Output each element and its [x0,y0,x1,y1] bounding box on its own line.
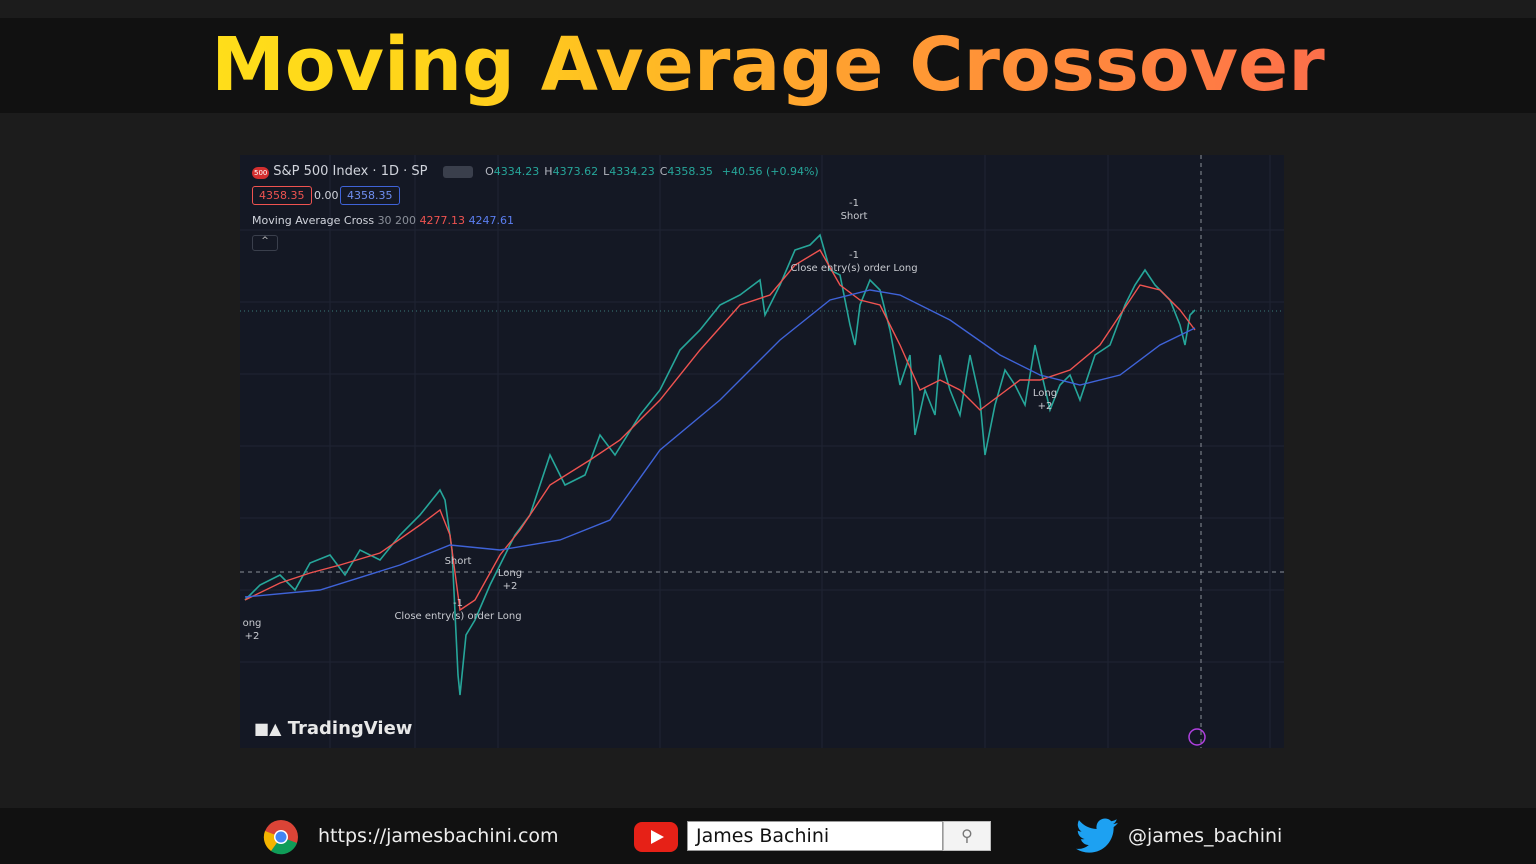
annotation: -1 Short [841,197,868,223]
annotation-line: Short [840,211,868,222]
search-button[interactable]: ⚲ [943,821,991,851]
annotation-line: Short [444,556,472,567]
annotation-line: Close entry(s) order Long [394,611,522,622]
annotation-line: Long [497,568,523,579]
watermark: ■▲ TradingView [254,718,412,739]
ohlc: O4334.23 H4373.62 L4334.23 C4358.35 [485,164,718,178]
title-band [0,18,1536,113]
chart-drawing [240,155,1284,748]
indicator-name: Moving Average Cross [252,214,375,227]
annotation-line: +2 [244,631,260,642]
chart-screenshot: 500 S&P 500 Index · 1D · SP O4334.23 H437… [240,155,1284,748]
twitter-icon [1076,818,1118,853]
ma-fast [244,249,1196,612]
website[interactable]: https://jamesbachini.com [318,825,559,847]
annotation: Long +2 [498,567,522,593]
ohlc-value: 4373.62 [552,165,599,178]
spread: 0.00 [314,189,339,202]
toggle[interactable] [443,165,474,178]
change: +40.56 (+0.94%) [721,165,819,178]
annotation: -1 Close entry(s) order Long [394,597,521,623]
price-box: 4358.35 [252,186,312,205]
annotation: ong +2 [243,617,262,643]
indicator: Moving Average Cross 30 200 4277.13 4247… [252,214,514,227]
indicator-value: 4277.13 [419,214,466,227]
symbol: S&P 500 Index · 1D · SP [273,164,428,179]
price [244,233,1196,696]
annotation: Short [445,555,472,568]
price-box: 4358.35 [340,186,400,205]
annotation-line: -1 [453,598,463,609]
ohlc-key: H [544,165,553,178]
ohlc-key: O [485,165,494,178]
annotation-line: Close entry(s) order Long [790,263,918,274]
annotation-line: +2 [502,581,518,592]
logo: ■▲ [254,719,282,738]
grid [240,155,1284,748]
ohlc-value: 4358.35 [667,165,713,178]
lightning-icon[interactable] [1188,728,1206,746]
search-text: James Bachini [696,825,830,847]
watermark-text: TradingView [287,718,413,739]
annotation: Long +2 [1033,387,1057,413]
ohlc-key: C [659,165,668,178]
annotation-line: -1 [849,250,859,261]
ohlc-value: 4334.23 [609,165,655,178]
chrome-icon [263,820,298,855]
indicator-params: 30 200 [377,214,417,227]
ma-slow [244,289,1196,598]
ohlc-value: 4334.23 [493,165,540,178]
symbol-badge: 500 [252,167,270,179]
indicator-value: 4247.61 [468,214,515,227]
title: Moving Average Crossover [0,18,1536,113]
ohlc-key: L [603,165,610,178]
annotation-line: -1 [849,198,859,209]
search-box[interactable]: James Bachini [687,821,943,851]
collapse-button[interactable]: ^ [252,235,278,251]
symbol-row: 500 S&P 500 Index · 1D · SP O4334.23 H437… [252,164,819,179]
annotation: -1 Close entry(s) order Long [790,249,917,275]
annotation-line: +2 [1037,401,1053,412]
annotation-line: Long [1032,388,1058,399]
twitter-handle[interactable]: @james_bachini [1128,825,1283,847]
annotation-line: ong [242,618,262,629]
youtube-icon [634,822,678,852]
